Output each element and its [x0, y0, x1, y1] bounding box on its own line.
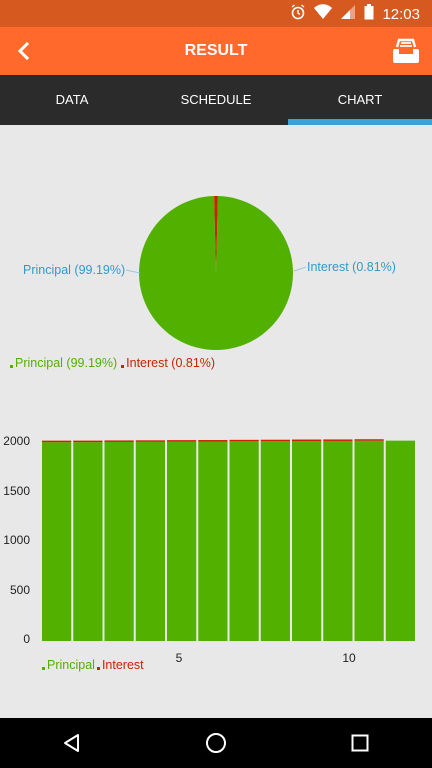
bar-principal [104, 441, 134, 641]
bar-principal [292, 441, 322, 641]
chart-content: Principal (99.19%) Interest (0.81%) Prin… [0, 125, 432, 718]
bar-principal [135, 441, 165, 641]
nav-recents-button[interactable] [336, 719, 384, 767]
pie-slice-principal [138, 196, 293, 350]
signal-icon [340, 4, 356, 24]
nav-back-button[interactable] [48, 719, 96, 767]
bar-interest [292, 439, 322, 442]
bar-principal [323, 440, 353, 641]
bar-chart: 0 500 1000 1500 2000 5 10 [3, 434, 415, 665]
tab-data[interactable]: DATA [55, 92, 89, 107]
bar-principal [229, 441, 259, 641]
bar-principal [354, 440, 384, 641]
tab-chart[interactable]: CHART [288, 75, 432, 125]
tab-bar: DATA SCHEDULE CHART [0, 75, 432, 125]
pie-leader-principal [125, 269, 141, 274]
status-icons: 12:03 [290, 4, 420, 24]
status-bar: 12:03 [0, 0, 432, 27]
x-tick-5: 5 [176, 651, 183, 665]
bar-interest [104, 440, 134, 442]
tab-schedule[interactable]: SCHEDULE [180, 92, 252, 107]
inbox-icon [393, 38, 419, 63]
bar-principal [73, 442, 103, 641]
back-button[interactable] [0, 27, 48, 75]
triangle-back-icon [64, 734, 79, 752]
square-recents-icon [351, 734, 369, 752]
app-bar: RESULT [0, 27, 432, 75]
bar-interest [42, 440, 72, 443]
bar-interest [135, 440, 165, 442]
pie-label-principal: Principal (99.19%) [23, 263, 126, 277]
wifi-icon [314, 4, 333, 24]
y-tick-0: 0 [23, 632, 30, 646]
nav-home-button[interactable] [192, 719, 240, 767]
bar-principal [198, 441, 228, 641]
bar-principal [42, 442, 72, 641]
x-tick-10: 10 [342, 651, 356, 665]
alarm-icon [290, 4, 306, 24]
bar-interest [354, 439, 384, 441]
legend-marker-principal [42, 666, 45, 670]
pie-leader-interest [293, 266, 307, 272]
bar-principal [167, 441, 197, 641]
pie-slice-interest [214, 196, 218, 273]
legend-label-principal: Principal [47, 658, 95, 672]
pie-chart [125, 196, 307, 350]
legend-label-principal: Principal (99.19%) [15, 356, 118, 370]
bar-interest [73, 440, 103, 443]
pie-label-interest: Interest (0.81%) [307, 260, 396, 274]
system-navigation-bar [0, 718, 432, 768]
bar-principal [385, 440, 415, 641]
save-to-inbox-button[interactable] [390, 35, 422, 67]
circle-home-icon [206, 733, 226, 753]
legend-marker-interest [96, 666, 100, 670]
y-tick-2000: 2000 [3, 434, 30, 448]
bar-interest [167, 440, 197, 442]
bar-interest [198, 440, 228, 442]
legend-marker-interest [121, 364, 125, 368]
bar-legend: Principal Interest [42, 658, 144, 672]
legend-marker-principal [10, 364, 13, 368]
legend-label-interest: Interest (0.81%) [126, 356, 216, 370]
page-title: RESULT [184, 42, 248, 59]
status-time: 12:03 [382, 5, 420, 23]
bar-interest [323, 439, 353, 441]
y-tick-1500: 1500 [3, 484, 30, 498]
pie-legend: Principal (99.19%) Interest (0.81%) [10, 356, 215, 370]
y-tick-500: 500 [10, 583, 30, 597]
battery-icon [364, 4, 374, 24]
back-arrow-icon [17, 41, 30, 61]
legend-label-interest: Interest [101, 658, 144, 672]
bar-principal [260, 441, 290, 641]
bar-interest [260, 439, 290, 442]
y-tick-1000: 1000 [3, 533, 30, 547]
bar-interest [229, 439, 259, 442]
